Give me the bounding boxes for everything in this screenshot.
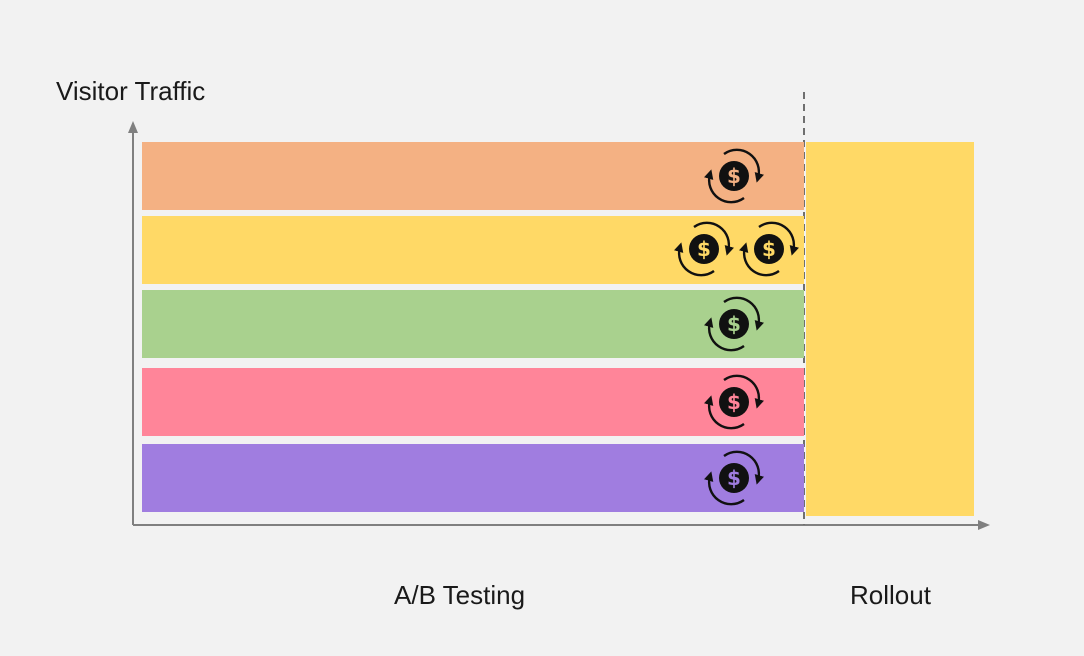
- y-axis-arrowhead: [128, 121, 138, 133]
- ab-testing-label: A/B Testing: [394, 580, 526, 610]
- band-2: [142, 290, 804, 358]
- svg-text:$: $: [727, 312, 741, 336]
- svg-text:$: $: [762, 237, 776, 261]
- dollar-cycle-icon: $: [737, 221, 801, 277]
- dollar-cycle-icon: $: [702, 374, 766, 430]
- y-axis-title: Visitor Traffic: [56, 76, 206, 106]
- x-axis-arrowhead: [978, 520, 990, 530]
- svg-text:$: $: [727, 390, 741, 414]
- band-0: [142, 142, 804, 210]
- dollar-cycle-icon: $: [702, 296, 766, 352]
- dollar-cycle-icon: $: [672, 221, 736, 277]
- band-4: [142, 444, 804, 512]
- band-3: [142, 368, 804, 436]
- svg-text:$: $: [727, 164, 741, 188]
- svg-text:$: $: [727, 466, 741, 490]
- svg-text:$: $: [697, 237, 711, 261]
- dollar-cycle-icon: $: [702, 450, 766, 506]
- dollar-cycle-icon: $: [702, 148, 766, 204]
- rollout-block: [806, 142, 974, 516]
- rollout-label: Rollout: [850, 580, 931, 610]
